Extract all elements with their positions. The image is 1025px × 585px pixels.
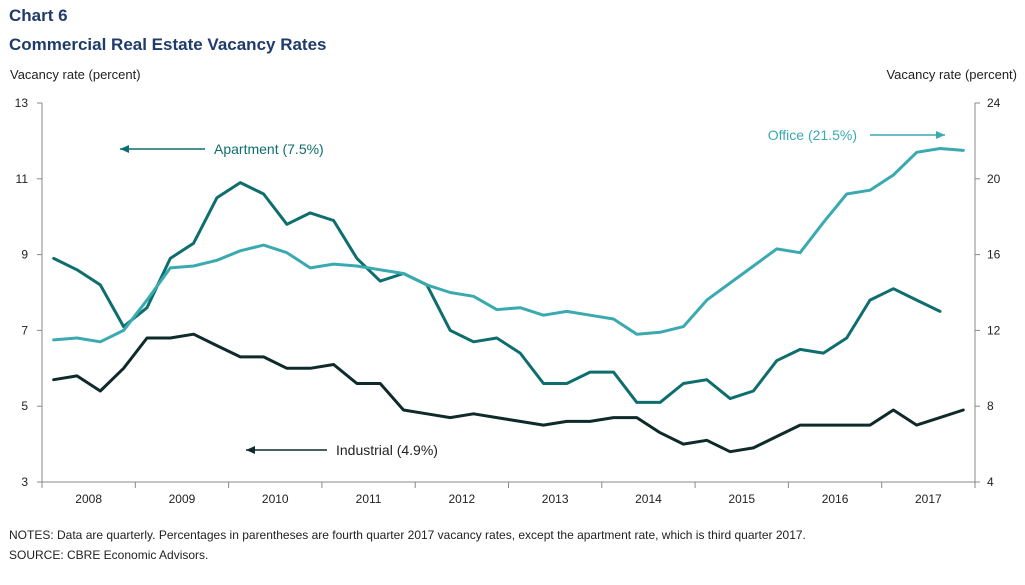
chart-title: Chart 6 [9,6,68,25]
x-tick-label: 2010 [262,492,289,506]
x-tick-label: 2009 [169,492,196,506]
industrial-arrow-head [246,446,255,454]
left-tick-label: 7 [21,323,28,337]
industrial-series-label: Industrial (4.9%) [336,442,438,458]
right-axis-label: Vacancy rate (percent) [886,67,1017,82]
chart-notes: NOTES: Data are quarterly. Percentages i… [9,528,806,542]
left-tick-label: 5 [21,399,28,413]
x-tick-label: 2016 [822,492,849,506]
left-axis-label: Vacancy rate (percent) [10,67,141,82]
x-tick-label: 2012 [448,492,475,506]
chart-source: SOURCE: CBRE Economic Advisors. [9,548,209,562]
right-tick-label: 20 [987,172,1001,186]
chart-subtitle: Commercial Real Estate Vacancy Rates [9,35,327,54]
apartment-series-label: Apartment (7.5%) [214,141,324,157]
x-tick-label: 2017 [915,492,942,506]
x-tick-label: 2008 [75,492,102,506]
office-arrow-head [936,131,945,139]
left-tick-label: 13 [15,96,29,110]
apartment-arrow-head [120,145,129,153]
series-line-industrial [52,332,965,454]
right-tick-label: 8 [987,399,994,413]
right-tick-label: 16 [987,248,1001,262]
x-tick-label: 2013 [542,492,569,506]
series-line-office [52,147,965,344]
left-tick-label: 11 [16,172,29,186]
x-tick-label: 2014 [635,492,662,506]
right-tick-label: 4 [987,475,994,489]
office-series-label: Office (21.5%) [768,127,857,143]
series-line-apartment [52,181,942,404]
right-tick-label: 24 [987,96,1001,110]
x-tick-label: 2015 [728,492,755,506]
x-tick-label: 2011 [356,492,382,506]
left-tick-label: 9 [21,248,28,262]
right-tick-label: 12 [987,323,1001,337]
left-tick-label: 3 [21,475,28,489]
